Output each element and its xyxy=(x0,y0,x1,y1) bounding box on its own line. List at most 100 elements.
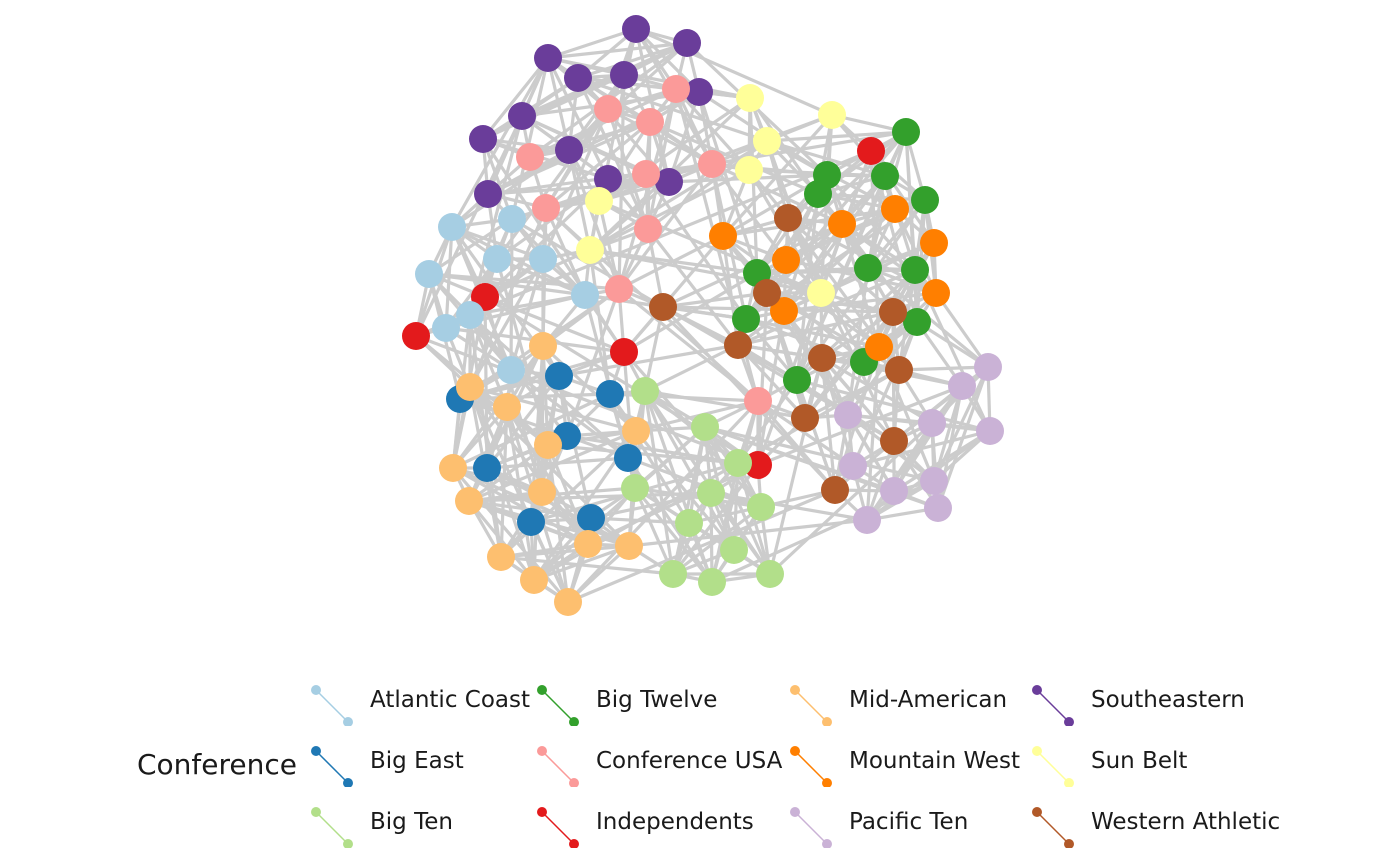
node xyxy=(455,487,483,515)
node xyxy=(596,380,624,408)
node xyxy=(594,165,622,193)
legend: Atlantic Coast Big East Big Ten Big Twelve C… xyxy=(0,650,1400,865)
node xyxy=(783,366,811,394)
node xyxy=(483,245,511,273)
edge xyxy=(866,198,927,270)
node xyxy=(724,331,752,359)
edge xyxy=(897,365,990,372)
edge xyxy=(627,518,869,548)
node xyxy=(415,260,443,288)
legend-item: Big Twelve xyxy=(536,682,776,726)
edge xyxy=(509,257,545,372)
edge xyxy=(646,139,769,231)
edge xyxy=(786,216,895,314)
node xyxy=(976,417,1004,445)
node xyxy=(854,254,882,282)
node xyxy=(622,417,650,445)
node xyxy=(487,543,515,571)
node xyxy=(911,186,939,214)
node xyxy=(555,136,583,164)
edge xyxy=(495,107,610,261)
node xyxy=(753,279,781,307)
edge xyxy=(768,356,824,576)
node xyxy=(571,281,599,309)
legend-key-icon xyxy=(537,807,579,848)
edge xyxy=(756,291,769,467)
edge xyxy=(546,56,610,181)
legend-item: Western Athletic xyxy=(1031,804,1280,848)
node xyxy=(497,356,525,384)
edge xyxy=(544,206,587,297)
node xyxy=(534,44,562,72)
node xyxy=(920,467,948,495)
legend-label: Western Athletic xyxy=(1091,809,1281,835)
node xyxy=(564,64,592,92)
edge xyxy=(532,544,631,582)
edge xyxy=(509,217,514,372)
node xyxy=(649,293,677,321)
node xyxy=(922,279,950,307)
edge xyxy=(643,389,675,576)
node xyxy=(756,560,784,588)
node xyxy=(735,156,763,184)
node xyxy=(892,118,920,146)
node xyxy=(736,84,764,112)
node xyxy=(529,332,557,360)
network-graph xyxy=(402,15,1004,616)
node xyxy=(402,322,430,350)
legend-item: Mountain West xyxy=(789,743,1029,787)
node xyxy=(974,353,1002,381)
node xyxy=(439,454,467,482)
edge xyxy=(709,491,869,522)
node xyxy=(576,236,604,264)
node xyxy=(744,387,772,415)
node xyxy=(532,194,560,222)
edge xyxy=(481,137,514,221)
edge xyxy=(427,217,514,276)
node xyxy=(698,568,726,596)
legend-item: Sun Belt xyxy=(1031,743,1271,787)
node xyxy=(880,427,908,455)
node xyxy=(697,479,725,507)
edge xyxy=(634,27,834,117)
legend-key-icon xyxy=(537,746,579,787)
edge xyxy=(499,405,509,559)
node xyxy=(720,536,748,564)
legend-label: Conference USA xyxy=(596,748,783,774)
edge xyxy=(644,172,748,321)
node xyxy=(520,566,548,594)
edge xyxy=(450,148,571,229)
node xyxy=(698,150,726,178)
node xyxy=(885,356,913,384)
edge xyxy=(505,405,536,582)
node xyxy=(807,279,835,307)
node xyxy=(516,143,544,171)
legend-label: Mountain West xyxy=(849,748,1021,774)
node xyxy=(879,298,907,326)
legend-item: Mid-American xyxy=(789,682,1029,726)
legend-key-icon xyxy=(311,746,353,787)
edge xyxy=(606,107,714,166)
node xyxy=(585,187,613,215)
edge xyxy=(786,216,896,443)
node xyxy=(724,449,752,477)
edge xyxy=(915,320,990,369)
node xyxy=(791,404,819,432)
edge xyxy=(544,120,652,210)
node xyxy=(691,413,719,441)
legend-item: Southeastern xyxy=(1031,682,1271,726)
legend-key-icon xyxy=(790,685,832,726)
legend-key-icon xyxy=(1032,746,1074,787)
node xyxy=(632,160,660,188)
edge xyxy=(468,385,570,604)
edge xyxy=(495,257,587,297)
node xyxy=(456,373,484,401)
edge xyxy=(467,499,536,582)
edge xyxy=(546,443,570,604)
node xyxy=(770,297,798,325)
edge xyxy=(541,287,621,348)
node xyxy=(534,431,562,459)
legend-key-icon xyxy=(537,685,579,726)
legend-item: Pacific Ten xyxy=(789,804,1029,848)
node xyxy=(808,344,836,372)
